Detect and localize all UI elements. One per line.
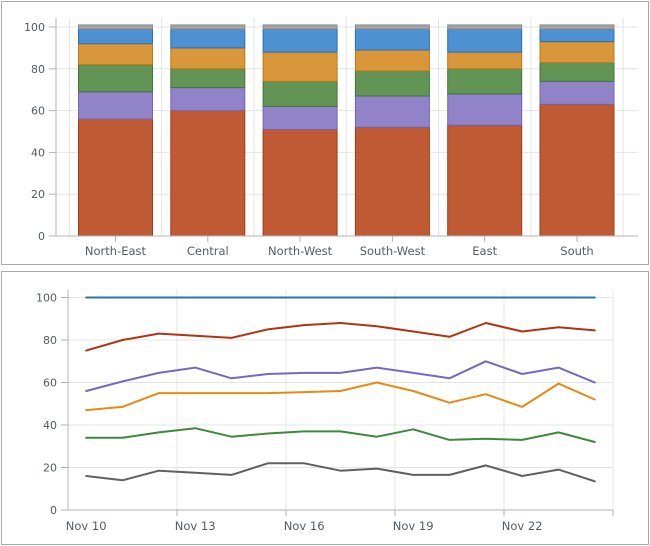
bar-segment-purple — [262, 105, 338, 130]
y-tick-label: 60 — [31, 105, 45, 118]
y-tick-label: 100 — [24, 21, 45, 34]
y-tick-label: 40 — [31, 146, 45, 159]
bar-segment-blue — [354, 28, 430, 51]
bar-segment-green — [447, 68, 523, 95]
bar-segment-orange — [262, 51, 338, 82]
y-tick-label: 20 — [31, 188, 45, 201]
x-category-label: North-West — [268, 244, 333, 258]
x-tick-label: Nov 22 — [502, 519, 543, 533]
line-series-purple — [85, 360, 596, 392]
bar-segment-green — [354, 70, 430, 97]
y-tick-label: 80 — [43, 334, 57, 347]
bar-segment-rust — [78, 118, 153, 237]
x-tick-label: Nov 16 — [284, 519, 325, 533]
bar-segment-rust — [170, 110, 246, 237]
bar-segment-purple — [539, 80, 615, 105]
bar-segment-purple — [354, 95, 430, 128]
x-tick-label: Nov 10 — [66, 519, 107, 533]
bar-segment-rust — [262, 128, 338, 237]
bar-segment-rust — [539, 103, 615, 237]
y-tick-label: 40 — [43, 419, 57, 432]
x-tick-label: Nov 19 — [393, 519, 434, 533]
line-series-green — [85, 427, 596, 443]
bar-segment-orange — [354, 49, 430, 72]
x-category-label: Central — [187, 244, 229, 258]
line-chart-panel: 0 20 40 60 80 100 Nov 10 Nov 13 Nov 16 Nov 19 Nov … — [1, 271, 649, 545]
bar-segment-orange — [447, 51, 523, 70]
bar-segment-purple — [447, 93, 523, 126]
bar-segment-purple — [78, 91, 153, 120]
y-tick-label: 100 — [36, 292, 57, 305]
bar-segment-green — [539, 62, 615, 82]
bar-segment-blue — [170, 28, 246, 49]
line-series-red — [85, 322, 596, 352]
y-tick-label: 60 — [43, 377, 57, 390]
bar-segment-gray — [78, 24, 153, 30]
y-tick-label: 80 — [31, 63, 45, 76]
stacked-bar-chart: 0 20 40 60 80 100 North-East Central North-West S… — [24, 18, 638, 258]
bar-segment-orange — [170, 47, 246, 70]
x-tick-label: Nov 13 — [175, 519, 216, 533]
bar-segment-rust — [447, 124, 523, 237]
bar-segment-orange — [539, 41, 615, 64]
line-chart: 0 20 40 60 80 100 Nov 10 Nov 13 Nov 16 Nov 19 Nov … — [36, 290, 614, 533]
bar-segment-gray — [262, 24, 338, 30]
line-series-orange — [85, 381, 596, 412]
x-category-label: South-West — [360, 244, 426, 258]
x-category-label: East — [472, 244, 497, 258]
bar-segment-purple — [170, 87, 246, 112]
y-tick-label: 0 — [38, 230, 45, 243]
bar-segment-rust — [354, 126, 430, 237]
bar-segment-blue — [539, 28, 615, 43]
bar-segment-gray — [539, 24, 615, 30]
x-category-label: North-East — [85, 244, 147, 258]
bar-segment-green — [170, 68, 246, 89]
x-category-label: South — [560, 244, 593, 258]
stacked-bar-chart-panel: 0 20 40 60 80 100 North-East Central North-West S… — [1, 1, 649, 265]
bar-segment-gray — [354, 24, 430, 30]
bar-segment-green — [78, 64, 153, 93]
bar-segment-blue — [262, 28, 338, 53]
y-tick-label: 0 — [50, 504, 57, 517]
bar-segment-blue — [447, 28, 523, 53]
bar-segment-blue — [78, 28, 153, 45]
bar-segment-green — [262, 80, 338, 107]
y-tick-label: 20 — [43, 462, 57, 475]
bar-segment-gray — [447, 24, 523, 30]
bar-segment-gray — [170, 24, 246, 30]
bar-segment-orange — [78, 43, 153, 66]
line-series-gray — [85, 462, 596, 483]
